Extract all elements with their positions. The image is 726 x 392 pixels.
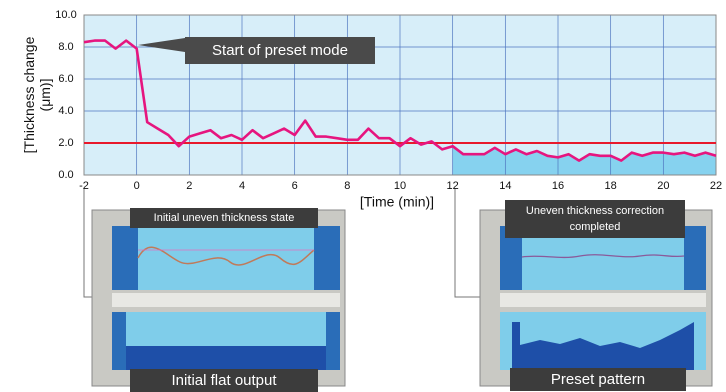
x-tick-label: 10 xyxy=(394,180,406,192)
inset-edge xyxy=(500,226,522,290)
shaded-region xyxy=(452,146,716,175)
inset-bars xyxy=(112,346,340,370)
caption-top: completed xyxy=(570,221,621,233)
y-axis-label-line: [Thickness change xyxy=(21,36,37,153)
connector xyxy=(454,188,482,298)
x-tick-label: 0 xyxy=(134,180,140,192)
inset-bars xyxy=(512,322,694,370)
data-line xyxy=(83,39,717,162)
callout-box xyxy=(138,37,375,64)
x-tick-label: 16 xyxy=(552,180,564,192)
y-tick-label: 6.0 xyxy=(58,73,73,85)
caption-box xyxy=(510,368,686,391)
y-axis-label-line: (μm)] xyxy=(37,79,53,112)
y-tick-label: 10.0 xyxy=(55,9,76,21)
x-tick-label: -2 xyxy=(79,180,89,192)
y-tick-label: 0.0 xyxy=(58,169,73,181)
inset-curve xyxy=(137,246,315,266)
inset-right xyxy=(479,209,713,387)
inset-edge xyxy=(314,226,340,290)
inset-edge xyxy=(112,312,126,370)
caption-top: Initial uneven thickness state xyxy=(154,212,295,224)
caption-box xyxy=(130,369,318,392)
caption-bottom: Preset pattern xyxy=(551,371,645,388)
x-tick-label: 20 xyxy=(657,180,669,192)
inset-left xyxy=(91,209,346,387)
inset-edge xyxy=(684,226,706,290)
caption-top: Uneven thickness correction xyxy=(526,205,664,217)
y-tick-label: 4.0 xyxy=(58,105,73,117)
x-tick-label: 12 xyxy=(447,180,459,192)
inset-curve xyxy=(521,254,685,259)
inset-edge xyxy=(112,226,138,290)
inset-edge xyxy=(326,312,340,370)
x-tick-label: 18 xyxy=(605,180,617,192)
x-tick-label: 4 xyxy=(239,180,245,192)
y-tick-label: 8.0 xyxy=(58,41,73,53)
x-tick-label: 14 xyxy=(499,180,511,192)
caption-box xyxy=(505,200,685,238)
y-axis-label: [Thickness change(μm)] xyxy=(21,36,53,153)
x-tick-label: 22 xyxy=(710,180,722,192)
annotation: Start of preset mode xyxy=(212,42,348,59)
inset-scale xyxy=(112,293,340,307)
inset-panel xyxy=(112,226,340,290)
caption-bottom: Initial flat output xyxy=(171,372,277,389)
plot-border xyxy=(83,14,717,176)
x-tick-label: 2 xyxy=(186,180,192,192)
x-tick-label: 6 xyxy=(292,180,298,192)
x-axis-label: [Time (min)] xyxy=(360,194,434,210)
inset-scale xyxy=(500,293,706,307)
y-tick-label: 2.0 xyxy=(58,137,73,149)
x-tick-label: 8 xyxy=(344,180,350,192)
caption-box xyxy=(130,208,318,228)
